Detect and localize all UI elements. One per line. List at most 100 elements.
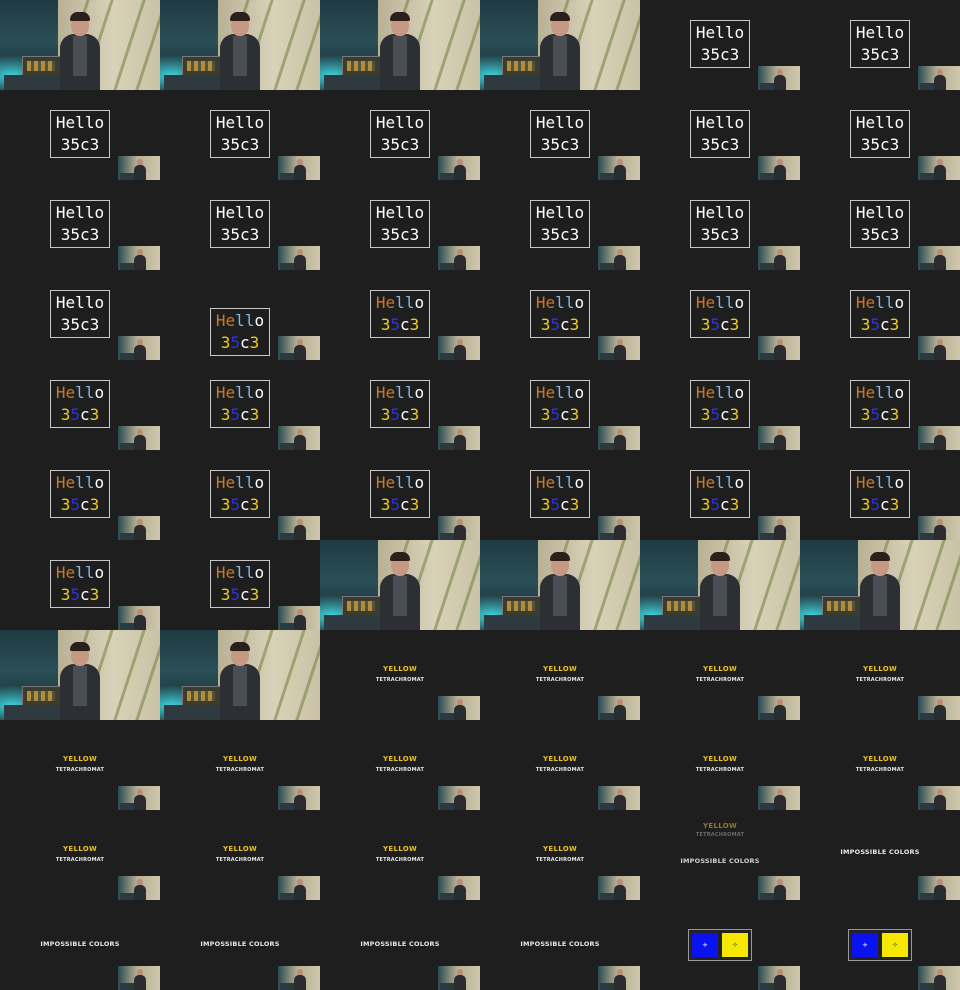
hello-text: Hello bbox=[851, 24, 909, 42]
video-frame: Hello 35c3 bbox=[160, 90, 320, 180]
hello-text: Hello bbox=[691, 474, 749, 492]
speaker-body bbox=[134, 885, 146, 900]
letter: o bbox=[94, 293, 105, 312]
slide-text-box: Hello 35c3 bbox=[210, 200, 270, 248]
letter: e bbox=[705, 23, 716, 42]
letter: l bbox=[724, 113, 735, 132]
letter: 5 bbox=[230, 405, 240, 424]
speaker-thumbnail bbox=[278, 876, 320, 900]
podium-shape bbox=[760, 803, 780, 810]
tetrachromat-subtitle: TETRACHROMAT bbox=[375, 677, 425, 683]
yellow-title: YELLOW bbox=[863, 755, 897, 763]
letter: l bbox=[715, 383, 725, 402]
letter: H bbox=[215, 311, 226, 330]
speaker-shirt bbox=[873, 576, 887, 616]
slide-text-box: Hello 35c3 bbox=[370, 380, 430, 428]
letter: l bbox=[244, 563, 255, 582]
letter: c bbox=[400, 135, 410, 154]
video-frame: Hello 35c3 bbox=[800, 180, 960, 270]
speaker-figure bbox=[454, 159, 466, 180]
speaker-figure bbox=[934, 699, 946, 720]
speaker-head bbox=[297, 159, 303, 166]
letter: 3 bbox=[569, 495, 580, 514]
podium-shape bbox=[600, 533, 620, 540]
letter: 5 bbox=[70, 495, 80, 514]
letter: H bbox=[695, 383, 706, 402]
podium-shape bbox=[920, 533, 940, 540]
slide-text-box: Hello 35c3 bbox=[850, 380, 910, 428]
podium-shape bbox=[600, 443, 620, 450]
letter: 3 bbox=[409, 135, 420, 154]
speaker-body bbox=[294, 975, 306, 990]
video-frame: + ✧ bbox=[640, 900, 800, 990]
speaker-figure bbox=[220, 12, 260, 90]
tetrachromat-subtitle: TETRACHROMAT bbox=[375, 857, 425, 863]
letter: c bbox=[80, 135, 90, 154]
hello-text: Hello bbox=[851, 474, 909, 492]
speaker-thumbnail bbox=[438, 696, 480, 720]
letter: 3 bbox=[380, 225, 391, 244]
letter: l bbox=[404, 113, 415, 132]
event-text: 35c3 bbox=[51, 226, 109, 244]
event-text: 35c3 bbox=[51, 496, 109, 514]
letter: H bbox=[855, 383, 866, 402]
letter: 3 bbox=[569, 405, 580, 424]
slide-text-box: Hello 35c3 bbox=[690, 290, 750, 338]
speaker-thumbnail bbox=[918, 156, 960, 180]
speaker-thumbnail bbox=[278, 336, 320, 360]
letter: 5 bbox=[870, 405, 880, 424]
letter: l bbox=[404, 293, 415, 312]
letter: c bbox=[880, 495, 890, 514]
speaker-shirt bbox=[553, 576, 567, 616]
letter: H bbox=[55, 113, 66, 132]
impossible-colors-title: IMPOSSIBLE COLORS bbox=[200, 940, 280, 948]
letter: l bbox=[75, 473, 85, 492]
speaker-head bbox=[617, 429, 623, 436]
letter: c bbox=[240, 225, 250, 244]
video-frame: Hello 35c3 bbox=[640, 180, 800, 270]
event-text: 35c3 bbox=[531, 496, 589, 514]
video-frame: Hello 35c3 bbox=[800, 90, 960, 180]
speaker-head bbox=[137, 339, 143, 346]
video-frame: IMPOSSIBLE COLORS bbox=[480, 900, 640, 990]
letter: e bbox=[65, 113, 76, 132]
video-frame: Hello 35c3 bbox=[640, 450, 800, 540]
speaker-body bbox=[774, 165, 786, 180]
speaker-thumbnail bbox=[598, 876, 640, 900]
speaker-figure bbox=[294, 609, 306, 630]
letter: o bbox=[94, 383, 105, 402]
hello-text: Hello bbox=[51, 114, 109, 132]
impossible-colors-title: IMPOSSIBLE COLORS bbox=[360, 940, 440, 948]
speaker-head bbox=[937, 879, 943, 886]
letter: 3 bbox=[89, 225, 100, 244]
speaker-body bbox=[294, 435, 306, 450]
slide-text-box: Hello 35c3 bbox=[50, 470, 110, 518]
letter: l bbox=[84, 383, 95, 402]
podium-shape bbox=[600, 803, 620, 810]
letter: o bbox=[574, 113, 585, 132]
letter: l bbox=[84, 473, 95, 492]
letter: l bbox=[235, 563, 245, 582]
letter: H bbox=[535, 473, 546, 492]
podium-shape bbox=[280, 983, 300, 990]
letter: e bbox=[865, 383, 876, 402]
slide-text-box: Hello 35c3 bbox=[50, 290, 110, 338]
speaker-figure bbox=[134, 609, 146, 630]
letter: 3 bbox=[860, 225, 871, 244]
speaker-figure bbox=[614, 969, 626, 990]
letter: 5 bbox=[550, 495, 560, 514]
letter: 3 bbox=[860, 135, 871, 154]
video-frame: YELLOW TETRACHROMAT bbox=[320, 810, 480, 900]
speaker-body bbox=[614, 345, 626, 360]
slide-text-box: Hello 35c3 bbox=[530, 200, 590, 248]
tetrachromat-subtitle: TETRACHROMAT bbox=[535, 857, 585, 863]
video-frame: YELLOW TETRACHROMAT bbox=[320, 720, 480, 810]
speaker-thumbnail bbox=[598, 246, 640, 270]
speaker-shirt bbox=[233, 666, 247, 706]
video-frame: YELLOW TETRACHROMAT bbox=[480, 810, 640, 900]
letter: c bbox=[560, 135, 570, 154]
video-frame: Hello 35c3 bbox=[800, 450, 960, 540]
hello-text: Hello bbox=[211, 114, 269, 132]
podium-shape bbox=[920, 353, 940, 360]
speaker-body bbox=[774, 885, 786, 900]
